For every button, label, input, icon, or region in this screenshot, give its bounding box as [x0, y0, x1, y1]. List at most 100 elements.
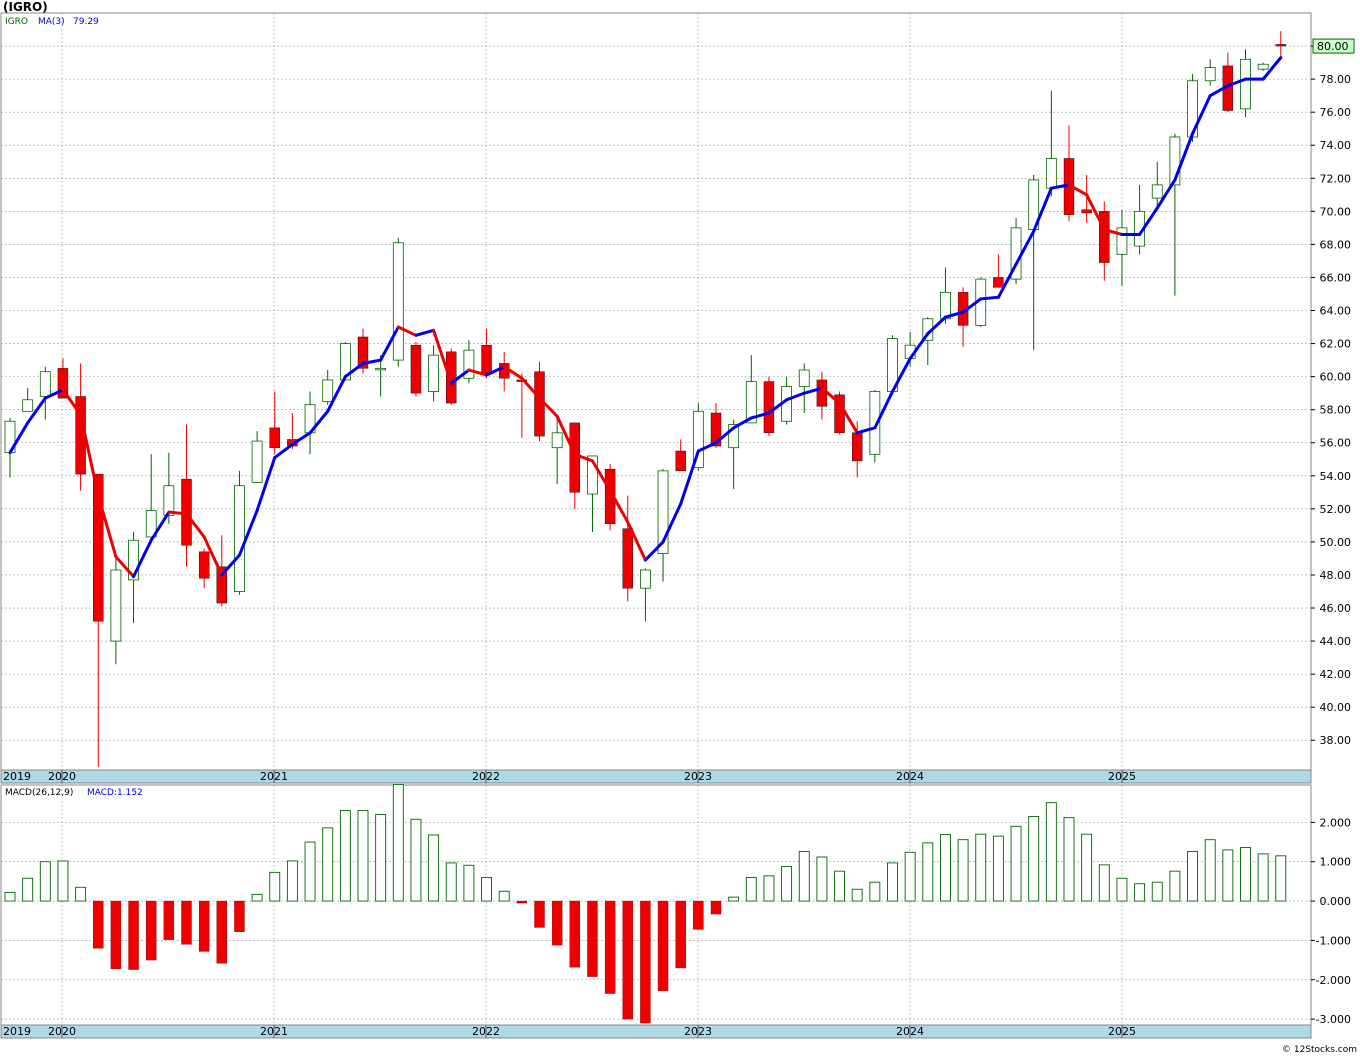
candle-body — [428, 354, 440, 392]
macd-bar — [904, 851, 916, 902]
candle-body — [798, 369, 810, 387]
candle-body — [322, 379, 334, 402]
macd-bar — [57, 860, 69, 902]
ma-line-segment — [961, 297, 983, 314]
price-y-tick-label: 38.00 — [1320, 734, 1352, 747]
macd-bar — [1151, 881, 1163, 902]
price-y-tick-label: 74.00 — [1320, 139, 1352, 152]
ma-line-segment — [732, 416, 753, 430]
ma-line-segment — [1208, 84, 1230, 98]
candle-body — [57, 368, 69, 399]
macd-bar — [534, 900, 545, 928]
ma-line-segment — [502, 365, 524, 380]
candle-body — [1240, 58, 1251, 110]
macd-bar — [975, 833, 987, 902]
ma-line-segment — [96, 494, 118, 559]
macd-bar — [781, 865, 793, 902]
candle-body — [1099, 211, 1110, 263]
ma-line-segment — [61, 388, 83, 417]
candle-body — [1045, 158, 1057, 189]
candle-body — [1151, 184, 1163, 199]
ma-line-segment — [643, 540, 665, 562]
candle-body — [1169, 136, 1181, 186]
ma-line-segment — [1049, 183, 1071, 190]
candle-body — [39, 371, 51, 397]
ma-line-segment — [996, 262, 1018, 299]
price-y-tick-label: 70.00 — [1320, 205, 1352, 218]
price-y-tick-label: 72.00 — [1320, 172, 1352, 185]
ma-line-segment — [79, 413, 100, 498]
macd-bar — [957, 839, 969, 902]
ma-line-segment — [1191, 94, 1212, 136]
ma-line-segment — [696, 441, 718, 453]
macd-bar — [1116, 877, 1128, 902]
ma-line-segment — [749, 411, 771, 420]
candle-body — [852, 432, 863, 462]
macd-y-tick-label: 0.000 — [1320, 895, 1352, 908]
price-y-tick-label: 62.00 — [1320, 338, 1352, 351]
price-year-label: 2019 — [3, 770, 31, 783]
macd-bar — [1187, 851, 1199, 902]
ma-line-segment — [26, 396, 47, 425]
ma-line-segment — [873, 390, 894, 430]
macd-bar — [816, 856, 828, 902]
macd-bar — [463, 864, 475, 902]
candle-body — [640, 569, 651, 589]
price-y-tick-label: 68.00 — [1320, 238, 1352, 251]
macd-bar — [269, 871, 281, 902]
candle-body — [728, 424, 740, 449]
price-y-tick-label: 60.00 — [1320, 371, 1352, 384]
ma-line-segment — [679, 449, 700, 506]
candle-body — [410, 345, 422, 394]
macd-bar — [39, 861, 51, 902]
ma-line-segment — [908, 332, 930, 360]
ma-line-segment — [414, 328, 436, 337]
ma-line-segment — [979, 295, 1000, 301]
legend-ma-label: MA(3) — [38, 17, 65, 27]
candle-body — [551, 432, 563, 449]
ma-line-segment — [449, 368, 471, 385]
candle-body — [463, 349, 475, 379]
candle-body — [251, 440, 263, 483]
macd-bar — [869, 881, 881, 902]
ma-line-segment — [785, 391, 806, 402]
ma-line-segment — [714, 426, 736, 445]
macd-bar — [75, 886, 87, 902]
macd-bar — [392, 784, 404, 902]
ma-line-segment — [820, 386, 842, 405]
candle-body — [269, 427, 280, 448]
ma-line-segment — [590, 459, 612, 493]
macd-bar — [181, 900, 192, 945]
ma-line-segment — [1067, 183, 1089, 197]
price-date-axis — [0, 769, 1312, 784]
macd-bar — [22, 877, 34, 902]
ma-line-segment — [626, 520, 647, 562]
ma-line-segment — [767, 398, 789, 415]
ma-line-segment — [185, 512, 206, 539]
candle-body — [1257, 63, 1269, 70]
macd-bar — [798, 851, 810, 902]
macd-bar — [4, 891, 16, 902]
macd-bar — [1063, 817, 1075, 902]
macd-bar — [110, 900, 122, 969]
macd-bar — [304, 841, 316, 902]
ma-line-segment — [132, 538, 153, 579]
ma-line-segment — [802, 386, 824, 395]
ma-line-segment — [167, 510, 188, 516]
candle-body — [1116, 227, 1128, 255]
macd-bar — [1098, 864, 1110, 902]
ma-line-segment — [1085, 193, 1106, 232]
macd-bar — [675, 900, 686, 969]
macd-bar — [498, 890, 510, 902]
macd-bar — [693, 900, 704, 930]
macd-bar — [851, 888, 863, 902]
candle-body — [710, 412, 722, 447]
ma-line-segment — [467, 368, 489, 377]
price-y-tick-label: 66.00 — [1320, 271, 1352, 284]
ma-line-segment — [926, 315, 947, 336]
candle-body — [816, 379, 828, 407]
price-y-tick-label: 40.00 — [1320, 701, 1352, 714]
ma-line-segment — [1155, 178, 1177, 210]
macd-bar — [516, 900, 528, 904]
